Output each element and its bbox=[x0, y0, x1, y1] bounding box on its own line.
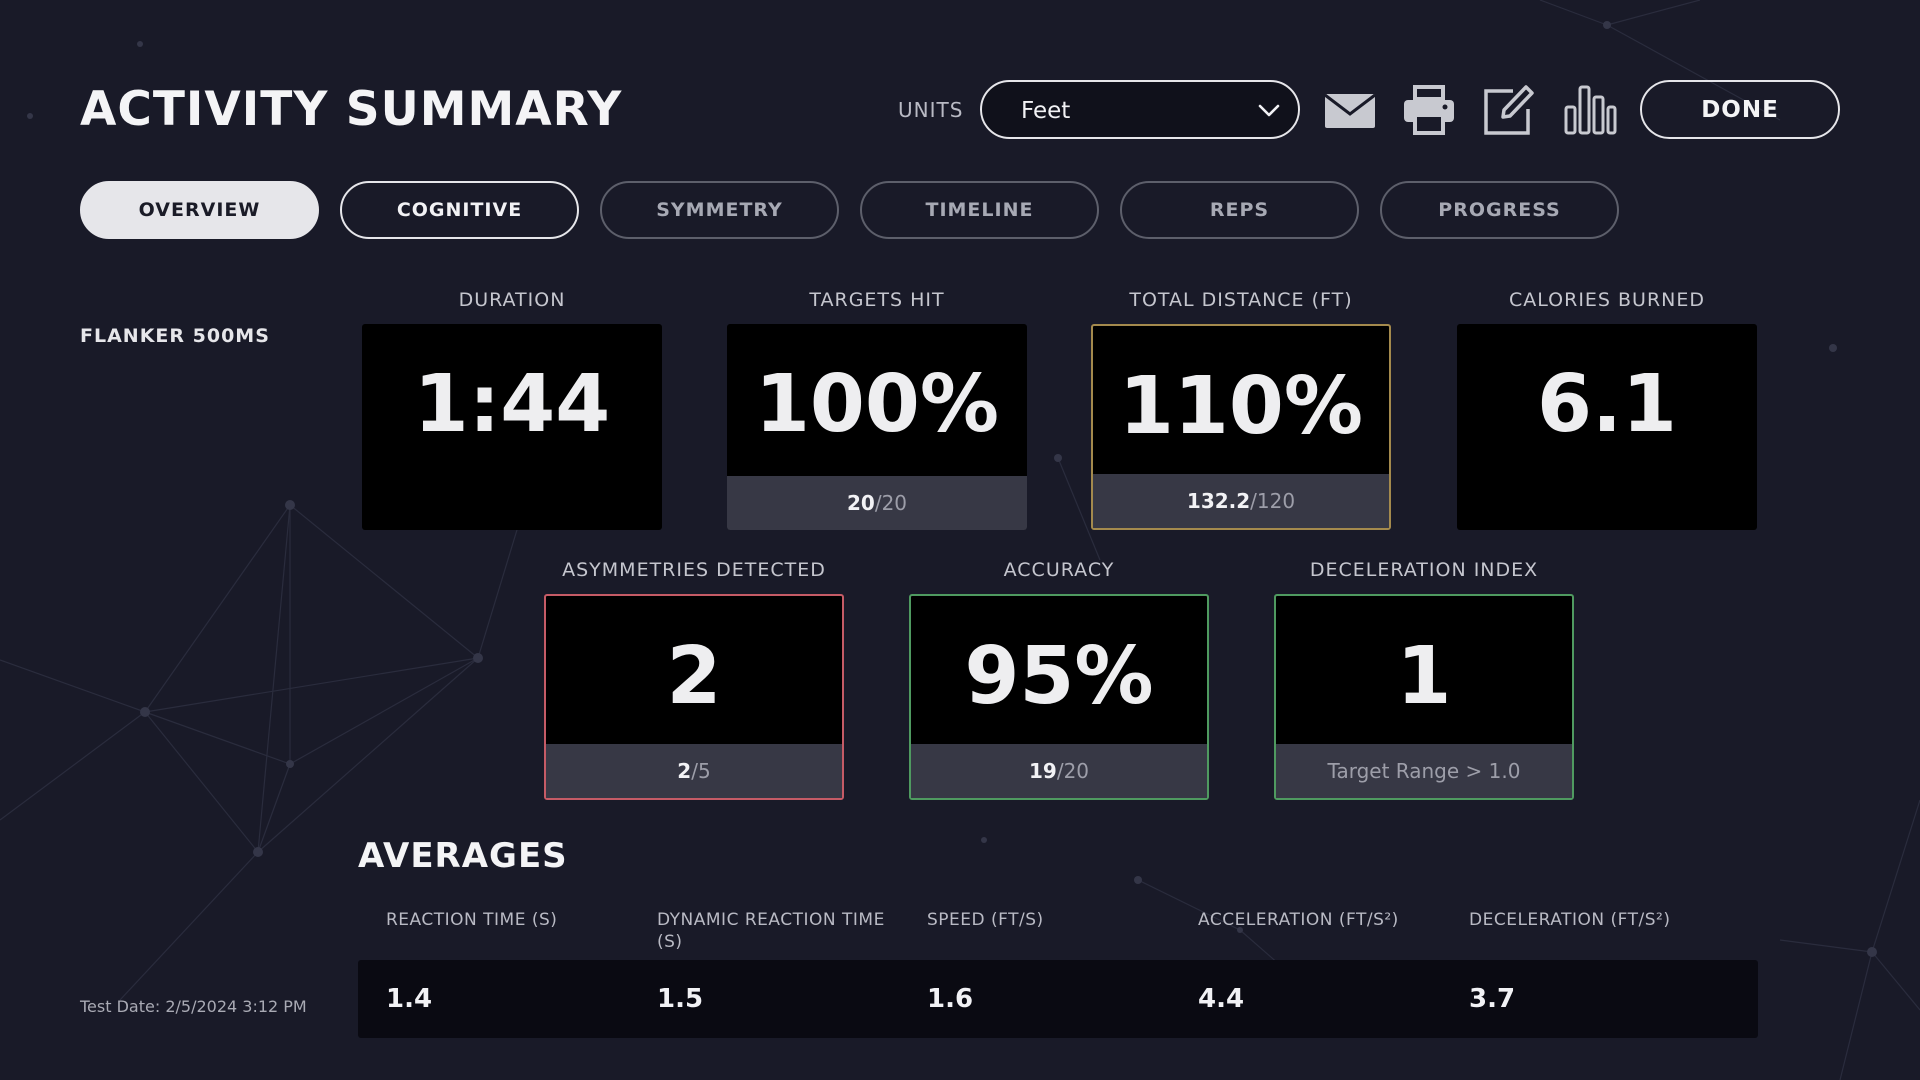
calories-burned-label: CALORIES BURNED bbox=[1508, 289, 1706, 311]
bar-chart-icon bbox=[1564, 85, 1617, 135]
duration-value: 1:44 bbox=[413, 358, 611, 450]
averages-title: AVERAGES bbox=[358, 836, 568, 876]
reaction-time-value: 1.4 bbox=[386, 984, 433, 1014]
accuracy-footer: 19/20 bbox=[911, 744, 1207, 798]
targets-hit-footer: 20/20 bbox=[727, 476, 1027, 530]
accuracy-card: 95% 19/20 bbox=[909, 594, 1209, 800]
calories-burned-card: 6.1 bbox=[1457, 324, 1757, 530]
accuracy-value: 95% bbox=[964, 630, 1154, 722]
asymmetries-footer: 2/5 bbox=[546, 744, 842, 798]
duration-label: DURATION bbox=[458, 289, 566, 311]
dynamic-reaction-time-header: DYNAMIC REACTION TIME (S) bbox=[657, 910, 885, 952]
deceleration-index-value: 1 bbox=[1396, 630, 1452, 722]
units-label: UNITS bbox=[898, 98, 964, 122]
acceleration-header: ACCELERATION (FT/S²) bbox=[1198, 910, 1399, 930]
targets-hit-label: TARGETS HIT bbox=[809, 289, 945, 311]
speed-header: SPEED (FT/S) bbox=[927, 910, 1044, 930]
asymmetries-card: 2 2/5 bbox=[544, 594, 844, 800]
total-distance-label: TOTAL DISTANCE (FT) bbox=[1129, 289, 1353, 311]
done-button[interactable]: DONE bbox=[1640, 80, 1840, 139]
speed-value: 1.6 bbox=[927, 984, 974, 1014]
stats-button[interactable] bbox=[1562, 83, 1618, 137]
units-dropdown[interactable]: Feet bbox=[980, 80, 1300, 139]
deceleration-index-card: 1 Target Range > 1.0 bbox=[1274, 594, 1574, 800]
total-distance-value: 110% bbox=[1118, 360, 1364, 452]
chevron-down-icon bbox=[1258, 104, 1280, 117]
accuracy-label: ACCURACY bbox=[1003, 559, 1115, 581]
edit-icon bbox=[1484, 85, 1534, 135]
printer-icon bbox=[1404, 85, 1454, 135]
dynamic-reaction-time-value: 1.5 bbox=[657, 984, 704, 1014]
email-button[interactable] bbox=[1322, 83, 1378, 137]
page-title: ACTIVITY SUMMARY bbox=[80, 82, 623, 137]
total-distance-footer: 132.2/120 bbox=[1093, 474, 1389, 528]
duration-card: 1:44 bbox=[362, 324, 662, 530]
tab-progress[interactable]: PROGRESS bbox=[1380, 181, 1619, 239]
targets-hit-card: 100% 20/20 bbox=[727, 324, 1027, 530]
test-date: Test Date: 2/5/2024 3:12 PM bbox=[80, 997, 307, 1016]
asymmetries-value: 2 bbox=[666, 630, 722, 722]
tab-cognitive[interactable]: COGNITIVE bbox=[340, 181, 579, 239]
print-button[interactable] bbox=[1401, 83, 1457, 137]
deceleration-header: DECELERATION (FT/S²) bbox=[1469, 910, 1671, 930]
edit-button[interactable] bbox=[1481, 83, 1537, 137]
tab-symmetry[interactable]: SYMMETRY bbox=[600, 181, 839, 239]
mail-icon bbox=[1324, 93, 1376, 128]
tab-overview[interactable]: OVERVIEW bbox=[80, 181, 319, 239]
deceleration-index-label: DECELERATION INDEX bbox=[1309, 559, 1539, 581]
tab-timeline[interactable]: TIMELINE bbox=[860, 181, 1099, 239]
asymmetries-label: ASYMMETRIES DETECTED bbox=[562, 559, 826, 581]
averages-row bbox=[358, 960, 1758, 1038]
targets-hit-value: 100% bbox=[754, 358, 1000, 450]
acceleration-value: 4.4 bbox=[1198, 984, 1245, 1014]
total-distance-card: 110% 132.2/120 bbox=[1091, 324, 1391, 530]
calories-burned-value: 6.1 bbox=[1537, 358, 1677, 450]
units-selected-value: Feet bbox=[1021, 98, 1071, 124]
tab-reps[interactable]: REPS bbox=[1120, 181, 1359, 239]
deceleration-value: 3.7 bbox=[1469, 984, 1516, 1014]
deceleration-index-footer: Target Range > 1.0 bbox=[1276, 744, 1572, 798]
activity-name: FLANKER 500MS bbox=[80, 325, 270, 347]
reaction-time-header: REACTION TIME (S) bbox=[386, 910, 558, 930]
